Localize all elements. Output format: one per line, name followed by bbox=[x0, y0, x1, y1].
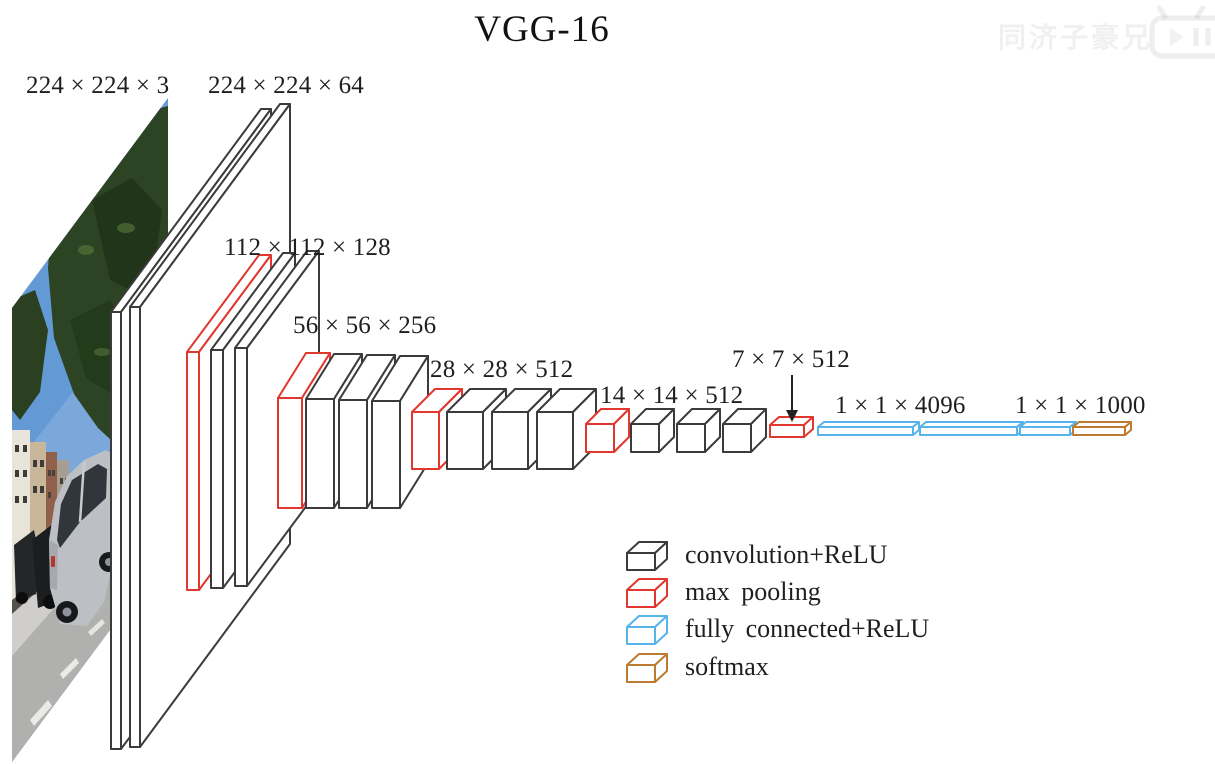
output-softmax-block bbox=[1072, 421, 1132, 436]
legend-swatch-maxpool bbox=[626, 578, 668, 608]
legend-label-maxpool: max pooling bbox=[685, 577, 821, 606]
stage-label-conv4: 28 × 28 × 512 bbox=[430, 356, 574, 383]
conv5-maxpool-block bbox=[585, 408, 630, 453]
stage-blocks-conv5 bbox=[585, 408, 767, 453]
legend-swatch-conv bbox=[626, 541, 668, 571]
output-fc-block bbox=[1019, 421, 1077, 436]
stage-blocks-conv4 bbox=[411, 388, 597, 470]
pool5-pointer-arrow bbox=[786, 375, 798, 422]
stage-label-fc: 1 × 1 × 4096 bbox=[835, 392, 966, 419]
conv5-conv-block bbox=[676, 408, 721, 453]
stage-blocks-conv3 bbox=[277, 352, 429, 509]
stage-label-conv5: 14 × 14 × 512 bbox=[600, 382, 744, 409]
input-photo bbox=[12, 98, 168, 762]
stage-blocks-fc bbox=[817, 421, 1024, 436]
stage-label-conv3: 56 × 56 × 256 bbox=[293, 312, 437, 339]
fc-fc-block bbox=[817, 421, 920, 436]
stage-label-pool5: 7 × 7 × 512 bbox=[732, 346, 850, 373]
legend-swatch-fc bbox=[626, 615, 668, 645]
watermark-text: 同济子豪兄 bbox=[998, 21, 1154, 54]
conv4-conv-block bbox=[536, 388, 597, 470]
stage-blocks-output bbox=[1019, 421, 1132, 436]
figure-title: VGG-16 bbox=[474, 9, 610, 50]
stage-label-input: 224 × 224 × 3 bbox=[26, 72, 170, 99]
legend-label-conv: convolution+ReLU bbox=[685, 540, 888, 569]
conv5-conv-block bbox=[722, 408, 767, 453]
legend-label-softmax: softmax bbox=[685, 652, 769, 681]
fc-fc-block bbox=[919, 421, 1024, 436]
stage-label-conv2: 112 × 112 × 128 bbox=[224, 234, 391, 261]
legend-swatch-softmax bbox=[626, 653, 668, 683]
stage-label-output: 1 × 1 × 1000 bbox=[1015, 392, 1146, 419]
conv5-conv-block bbox=[630, 408, 675, 453]
bilibili-logo-icon bbox=[1149, 4, 1215, 59]
stage-label-conv1: 224 × 224 × 64 bbox=[208, 72, 364, 99]
legend-label-fc: fully connected+ReLU bbox=[685, 614, 930, 643]
